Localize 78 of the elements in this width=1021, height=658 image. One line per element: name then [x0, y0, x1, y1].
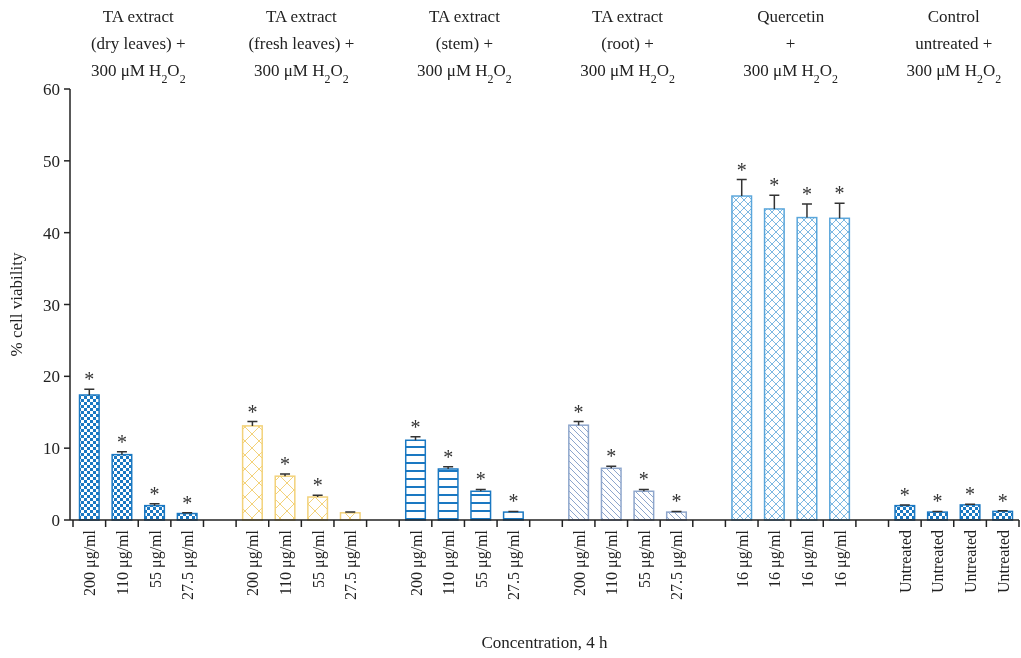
x-tick-label: 110 μg/ml — [277, 529, 296, 596]
bar — [633, 490, 655, 521]
data-label: * — [182, 491, 193, 514]
data-label: * — [312, 474, 323, 497]
bar — [78, 394, 100, 521]
data-label: * — [410, 415, 421, 438]
x-tick-label: Untreated — [994, 530, 1012, 594]
text: TA extract (root) + 300 μM H$_{2}$O$_{2}$ — [580, 7, 675, 86]
text: TA extract (stem) + 300 μM H$_{2}$O$_{2}$ — [417, 7, 512, 86]
data-label: * — [736, 158, 747, 181]
bar — [470, 490, 492, 521]
y-tick-label: 10 — [43, 439, 60, 459]
y-tick-label: 20 — [43, 367, 60, 387]
x-tick-label: 27.5 μg/ml — [505, 529, 524, 600]
bar — [829, 217, 851, 521]
y-tick-label: 60 — [43, 80, 60, 99]
bar — [307, 496, 329, 521]
x-tick-label: 16 μg/ml — [766, 529, 785, 588]
x-tick-label: 200 μg/ml — [81, 529, 100, 596]
text: TA extract (fresh leaves) + 300 μM H$_{2}$O$_{2}$ — [248, 7, 355, 86]
x-tick-label: 16 μg/ml — [733, 529, 752, 588]
bar — [241, 425, 263, 521]
data-label: * — [769, 174, 780, 197]
data-label: * — [932, 490, 943, 513]
x-tick-label: 27.5 μg/ml — [179, 529, 198, 600]
x-tick-label: 200 μg/ml — [407, 529, 426, 596]
x-tick-label: Untreated — [929, 530, 947, 594]
data-label: * — [965, 483, 976, 506]
data-label: * — [997, 489, 1008, 512]
x-tick-label: 110 μg/ml — [440, 529, 459, 596]
data-label: * — [671, 490, 682, 513]
x-tick-label: 27.5 μg/ml — [668, 529, 687, 600]
data-label: * — [84, 368, 95, 391]
x-tick-label: 16 μg/ml — [831, 529, 850, 588]
x-tick-label: 55 μg/ml — [635, 529, 654, 588]
data-label: * — [801, 182, 812, 205]
y-tick-label: 30 — [43, 295, 60, 315]
x-tick-label: 55 μg/ml — [146, 529, 165, 588]
bar — [568, 424, 590, 521]
x-tick-label: 55 μg/ml — [309, 529, 328, 588]
bar — [437, 468, 459, 521]
bar — [731, 195, 753, 521]
data-label: * — [443, 445, 454, 468]
x-tick-label: 16 μg/ml — [798, 529, 817, 588]
text: TA extract (dry leaves) + 300 μM H$_{2}$O$_{2}$ — [90, 7, 186, 86]
x-tick-label: 200 μg/ml — [570, 529, 589, 596]
bar — [894, 504, 916, 521]
y-tick-label: 0 — [51, 511, 60, 530]
data-label: * — [149, 482, 160, 505]
bar — [763, 208, 785, 521]
data-label: * — [280, 453, 291, 476]
x-tick-label: 200 μg/ml — [244, 529, 263, 596]
x-tick-label: 110 μg/ml — [603, 529, 622, 596]
data-label: * — [606, 445, 617, 468]
data-label: * — [573, 400, 584, 423]
y-axis-title: % cell viability — [7, 252, 26, 357]
bar — [274, 475, 296, 521]
text: Control untreated + 300 μM H$_{2}$O$_{2}$ — [906, 7, 1002, 86]
text: Quercetin + 300 μM H$_{2}$O$_{2}$ — [743, 7, 839, 86]
x-tick-label: 55 μg/ml — [472, 529, 491, 588]
x-tick-label: Untreated — [896, 530, 914, 594]
x-axis-title: Concentration, 4 h — [481, 633, 609, 652]
x-tick-label: Untreated — [962, 530, 980, 594]
data-label: * — [834, 182, 845, 205]
data-label: * — [247, 400, 258, 423]
data-label: * — [116, 430, 127, 453]
data-label: * — [638, 468, 649, 491]
x-tick-label: 110 μg/ml — [113, 529, 132, 596]
bar — [111, 453, 133, 521]
x-tick-label: 27.5 μg/ml — [342, 529, 361, 600]
y-tick-label: 40 — [43, 223, 60, 243]
bar — [796, 216, 818, 521]
y-tick-label: 50 — [43, 151, 60, 171]
data-label: * — [475, 468, 486, 491]
bar — [600, 467, 622, 521]
data-label: * — [899, 483, 910, 506]
bar — [404, 439, 427, 521]
data-label: * — [508, 490, 519, 513]
